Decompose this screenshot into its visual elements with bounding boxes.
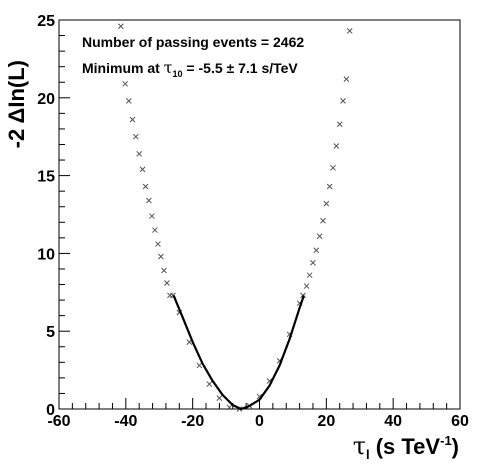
data-point xyxy=(226,404,233,411)
data-point xyxy=(133,133,139,140)
axis-ticks xyxy=(58,19,461,410)
data-point xyxy=(161,267,167,274)
x-axis-title: τl (s TeV-1) xyxy=(353,432,459,462)
data-point xyxy=(343,76,350,82)
annotation-minimum-suffix: = -5.5 ± 7.1 s/TeV xyxy=(183,60,299,76)
data-point xyxy=(333,143,340,149)
data-point xyxy=(346,28,353,34)
data-point xyxy=(323,200,330,207)
x-tick-label: 40 xyxy=(384,413,402,430)
y-axis-title: -2 ΔIn(L) xyxy=(4,60,29,148)
fit-curve-group xyxy=(172,294,305,411)
x-tick-label: -40 xyxy=(114,413,137,430)
data-point xyxy=(155,241,161,247)
data-point xyxy=(139,166,146,173)
tick-labels: -60 -40 -20 0 20 40 60 0 5 10 15 20 25 xyxy=(37,13,469,430)
x-axis-title-symbol: τ xyxy=(353,432,366,460)
y-tick-label: 20 xyxy=(37,91,55,108)
x-tick-label: -20 xyxy=(181,413,204,430)
y-tick-label: 0 xyxy=(46,402,55,419)
x-tick-label: -60 xyxy=(47,413,70,430)
data-point xyxy=(122,80,129,87)
data-point xyxy=(306,272,313,279)
x-tick-label: 20 xyxy=(317,413,335,430)
data-point xyxy=(310,259,316,266)
plot-frame xyxy=(58,19,461,410)
data-point xyxy=(136,150,143,157)
x-axis-title-unit: (s TeV xyxy=(370,434,441,459)
data-point xyxy=(146,197,152,204)
annotation-minimum-prefix: Minimum at xyxy=(82,60,164,76)
data-point xyxy=(320,217,326,224)
x-axis-title-sub: l xyxy=(366,447,370,462)
data-point xyxy=(152,227,158,233)
data-point xyxy=(196,362,203,369)
data-point xyxy=(142,183,149,190)
data-point xyxy=(316,233,323,240)
data-point xyxy=(340,98,346,104)
plot-frame-group xyxy=(58,19,461,410)
data-point xyxy=(117,23,124,30)
data-point xyxy=(125,98,132,104)
data-point xyxy=(336,121,343,128)
data-point xyxy=(206,381,213,387)
data-point xyxy=(164,280,170,286)
data-point xyxy=(129,116,136,123)
annotation-minimum-sub: 10 xyxy=(173,69,183,79)
data-point xyxy=(330,164,336,171)
fit-curve xyxy=(172,294,305,411)
x-axis-title-sup: -1 xyxy=(440,433,452,448)
data-point xyxy=(158,253,164,260)
x-axis-title-close: ) xyxy=(452,434,459,459)
data-point xyxy=(216,395,223,401)
annotation-events: Number of passing events = 2462 xyxy=(82,34,304,50)
data-point xyxy=(149,213,155,219)
data-point xyxy=(326,183,333,190)
data-point xyxy=(313,247,320,254)
y-tick-label: 15 xyxy=(37,169,55,186)
x-tick-label: 0 xyxy=(255,413,264,430)
data-markers xyxy=(117,23,353,412)
x-tick-label: 60 xyxy=(451,413,469,430)
y-tick-label: 10 xyxy=(37,246,55,263)
annotation-minimum: Minimum at τ10 = -5.5 ± 7.1 s/TeV xyxy=(82,58,298,79)
y-tick-label: 25 xyxy=(37,13,55,30)
data-point xyxy=(303,283,310,289)
y-tick-label: 5 xyxy=(46,324,55,341)
annotation-minimum-symbol: τ xyxy=(164,58,173,77)
